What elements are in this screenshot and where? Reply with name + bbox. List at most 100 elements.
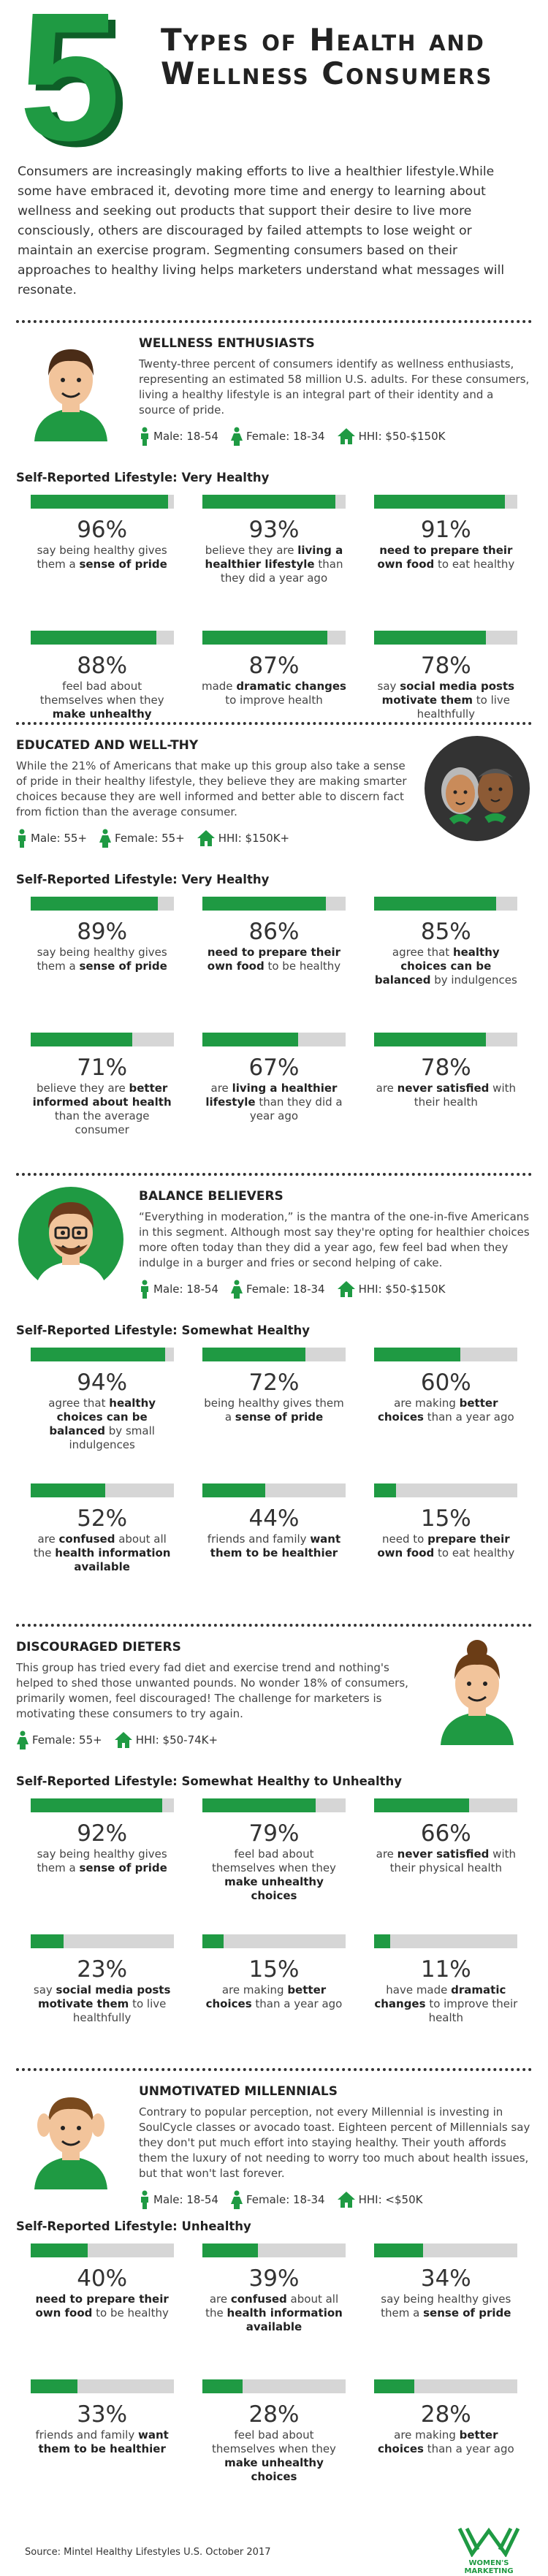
stat-text-emphasis: living a healthier lifestyle: [205, 544, 343, 571]
stat-text-emphasis: better informed about health: [32, 1082, 172, 1109]
demographic-text: Male: 18-54: [153, 430, 218, 443]
stat-text-part: than a year ago: [251, 1997, 343, 2010]
stat-text: are living a healthier lifestyle than th…: [201, 1082, 347, 1123]
stat-bar-track: [30, 1033, 174, 1046]
stat-text-emphasis: make unhealthy choices: [224, 1875, 324, 1902]
demographic: Male: 55+: [16, 829, 87, 848]
lifestyle: Self-Reported Lifestyle: Very Healthy: [16, 471, 270, 485]
stat-text: are never satisfied with their physical …: [373, 1847, 519, 1875]
stat-text-part: are: [209, 2292, 231, 2306]
stat-bar-track: [374, 1798, 518, 1812]
stat-bar-track: [202, 631, 346, 645]
stat-text: say being healthy gives them a sense of …: [29, 1847, 175, 1875]
stat-bar: [374, 1798, 469, 1812]
stat-text: say social media posts motivate them to …: [29, 1983, 175, 2025]
stat-bar-track: [30, 1934, 174, 1948]
source: Source: Mintel Healthy Lifestyles U.S. O…: [25, 2547, 271, 2558]
title: Types of Health and Wellness Consumers: [161, 22, 493, 91]
stat-text: agree that healthy choices can be balanc…: [29, 1397, 175, 1452]
stat: 94% agree that healthy choices can be bal…: [16, 1348, 188, 1473]
header: 5 Types of Health and Wellness Consumers…: [0, 0, 548, 320]
stat-bar-track: [202, 1798, 346, 1812]
stat-text-emphasis: social media posts motivate them: [381, 680, 515, 707]
stat-text: friends and family want them to be healt…: [201, 1532, 347, 1560]
demographic: HHI: $50-$150K: [337, 428, 445, 445]
stat-percent: 11%: [420, 1956, 471, 1983]
stat-bar: [374, 2379, 415, 2393]
stat: 72% being healthy gives them a sense of p…: [188, 1348, 359, 1473]
stat-text-emphasis: make unhealthy choices: [224, 2456, 324, 2483]
stat-bar: [374, 1483, 396, 1497]
segment-name: WELLNESS ENTHUSIASTS: [139, 336, 315, 351]
demographic: Male: 18-54: [139, 1280, 218, 1299]
stat-percent: 72%: [248, 1369, 300, 1396]
demographic-text: Female: 18-34: [246, 2193, 325, 2206]
big-number: 5: [19, 0, 121, 178]
stat-text-emphasis: sense of pride: [79, 960, 167, 973]
stat-text-part: say being healthy gives them a: [37, 544, 167, 571]
stat-text: say being healthy gives them a sense of …: [29, 946, 175, 973]
stat-text: being healthy gives them a sense of prid…: [201, 1397, 347, 1424]
logo-mark: [457, 2527, 520, 2558]
stat-text-emphasis: sense of pride: [235, 1410, 324, 1424]
stat-percent: 40%: [77, 2265, 128, 2292]
stat-text-emphasis: health information available: [227, 2306, 343, 2333]
demographic-text: HHI: $50-$150K: [358, 1283, 446, 1296]
stat-text-part: are making: [221, 1983, 288, 1996]
stat-bar: [202, 631, 327, 645]
stat-bar-track: [374, 1348, 518, 1361]
demographic: Female: 55+: [99, 829, 185, 848]
demographic-text: HHI: $50-74K+: [135, 1733, 218, 1747]
stat-bar: [202, 897, 326, 911]
stat: 66% are never satisfied with their physic…: [360, 1798, 532, 1924]
demographic-icon: [114, 1731, 133, 1749]
stat-text-emphasis: better choices: [205, 1983, 327, 2010]
stat-text-part: than a year ago: [423, 1410, 514, 1424]
stat: 15% are making better choices than a year…: [188, 1934, 359, 2060]
logo-text: WOMEN'S MARKETING: [464, 2559, 514, 2575]
stat-percent: 87%: [248, 653, 300, 679]
demographic: HHI: <$50K: [337, 2191, 422, 2208]
segment-name: EDUCATED AND WELL-THY: [16, 738, 199, 753]
stat-text: need to prepare their own food to be hea…: [29, 2292, 175, 2320]
stat-bar: [30, 631, 157, 645]
footer: Source: Mintel Healthy Lifestyles U.S. O…: [16, 2525, 532, 2576]
avatar: [16, 2080, 126, 2189]
demographic-icon: [139, 427, 151, 446]
demographic: HHI: $150K+: [197, 829, 289, 847]
stat-bar: [202, 2243, 259, 2257]
demographic-text: Female: 18-34: [246, 430, 325, 443]
stat-text: feel bad about themselves when they make…: [29, 680, 175, 722]
stat-text-part: believe they are: [205, 544, 298, 557]
stat-bar: [202, 1348, 306, 1361]
stat-percent: 66%: [420, 1820, 471, 1847]
stat-text-part: by small indulgences: [69, 1424, 155, 1451]
segment-name: DISCOURAGED DIETERS: [16, 1640, 181, 1654]
stat-bar: [374, 2243, 423, 2257]
stat-bar: [30, 1348, 165, 1361]
stat-text-emphasis: sense of pride: [423, 2306, 511, 2319]
stat-percent: 28%: [248, 2401, 300, 2428]
stat-percent: 79%: [248, 1820, 300, 1847]
stat-text-part: to eat healthy: [434, 558, 515, 571]
segment: DISCOURAGED DIETERS This group has tried …: [16, 1624, 532, 2068]
stat-bar: [30, 1934, 64, 1948]
lifestyle: Self-Reported Lifestyle: Unhealthy: [16, 2219, 251, 2233]
stat-percent: 33%: [77, 2401, 128, 2428]
stat-percent: 60%: [420, 1369, 471, 1396]
stat-text-part: than they did a year ago: [249, 1095, 343, 1122]
stat-percent: 67%: [248, 1055, 300, 1081]
stat: 28% are making better choices than a year…: [360, 2379, 532, 2505]
demographic-icon: [230, 427, 243, 446]
demographic-icon: [337, 1280, 356, 1298]
stat-text-part: say being healthy gives them a: [37, 1847, 167, 1874]
stat-bar-track: [202, 1934, 346, 1948]
stat-percent: 91%: [420, 517, 471, 543]
stat-text-emphasis: health information available: [55, 1546, 171, 1573]
stat: 52% are confused about all the health inf…: [16, 1483, 188, 1609]
stat-text-emphasis: dramatic changes: [236, 680, 346, 693]
stat-bar: [202, 2379, 243, 2393]
stat-percent: 78%: [420, 653, 471, 679]
stat-bar-track: [30, 495, 174, 509]
demographics: Male: 55+ Female: 55+ HHI: $150K+: [16, 829, 409, 848]
